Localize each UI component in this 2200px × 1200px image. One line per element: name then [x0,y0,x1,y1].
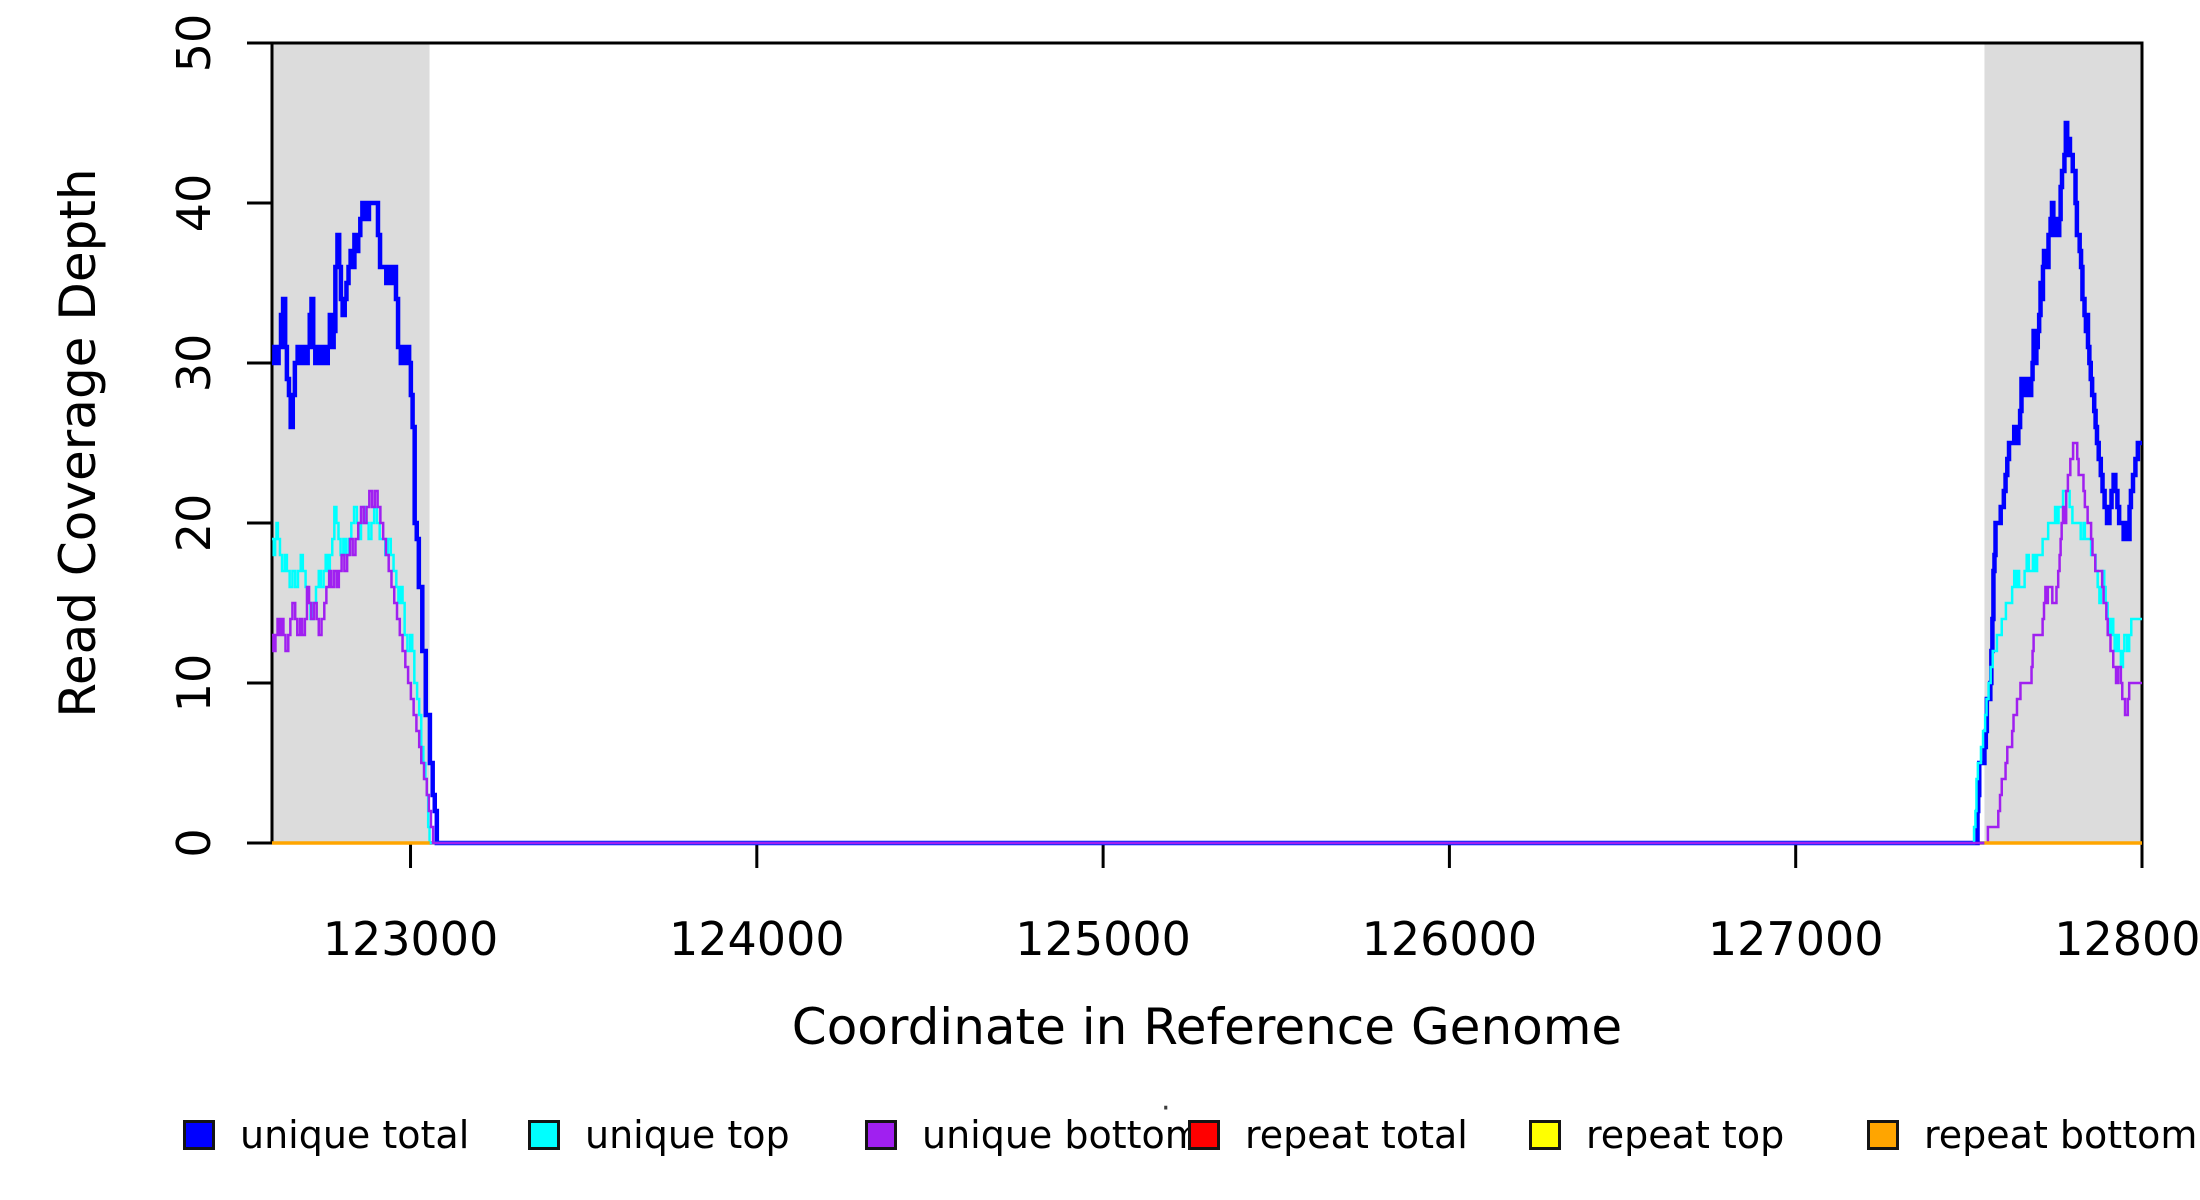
y-tick-label: 50 [167,14,221,73]
unique-total-swatch-icon [183,1120,215,1150]
legend-item-unique-total: unique total [183,1112,469,1158]
y-axis-title-text: Read Coverage Depth [49,168,107,718]
legend-item-unique-top: unique top [528,1112,790,1158]
series-unique-top [272,489,2142,845]
x-tick-label: 125000 [1015,912,1191,966]
x-tick-label: 124000 [669,912,845,966]
y-tick-label: 30 [167,334,221,393]
y-tick-label: 40 [167,174,221,233]
stray-mark: · [1161,1091,1171,1126]
legend-label: unique total [240,1113,470,1157]
legend-item-repeat-total: repeat total [1188,1112,1468,1158]
x-tick-label: 123000 [323,912,499,966]
x-tick-label: 126000 [1362,912,1538,966]
plot-box [270,41,2144,845]
legend-item-unique-bottom: unique bottom [865,1112,1202,1158]
x-axis-title: Coordinate in Reference Genome [791,998,1623,1056]
legend-item-repeat-bottom: repeat bottom [1867,1112,2197,1158]
repeat-total-swatch-icon [1188,1120,1220,1150]
series-unique-bottom [272,441,2142,845]
unique-bottom-swatch-icon [865,1120,897,1150]
y-tick-label: 0 [167,828,221,857]
legend-item-repeat-top: repeat top [1529,1112,1784,1158]
repeat-region-band [272,43,430,843]
x-tick-label: 127000 [1708,912,1884,966]
legend: unique total unique top unique bottom re… [0,1112,2200,1172]
series-unique-total [272,120,2142,846]
repeat-top-swatch-icon [1529,1120,1561,1150]
y-tick-label: 20 [167,494,221,553]
legend-label: repeat total [1245,1113,1468,1157]
legend-label: unique bottom [922,1113,1202,1157]
unique-top-swatch-icon [528,1120,560,1150]
y-tick-label: 10 [167,654,221,713]
legend-label: repeat bottom [1924,1113,2198,1157]
repeat-bottom-swatch-icon [1867,1120,1899,1150]
legend-label: unique top [585,1113,790,1157]
legend-label: repeat top [1586,1113,1785,1157]
